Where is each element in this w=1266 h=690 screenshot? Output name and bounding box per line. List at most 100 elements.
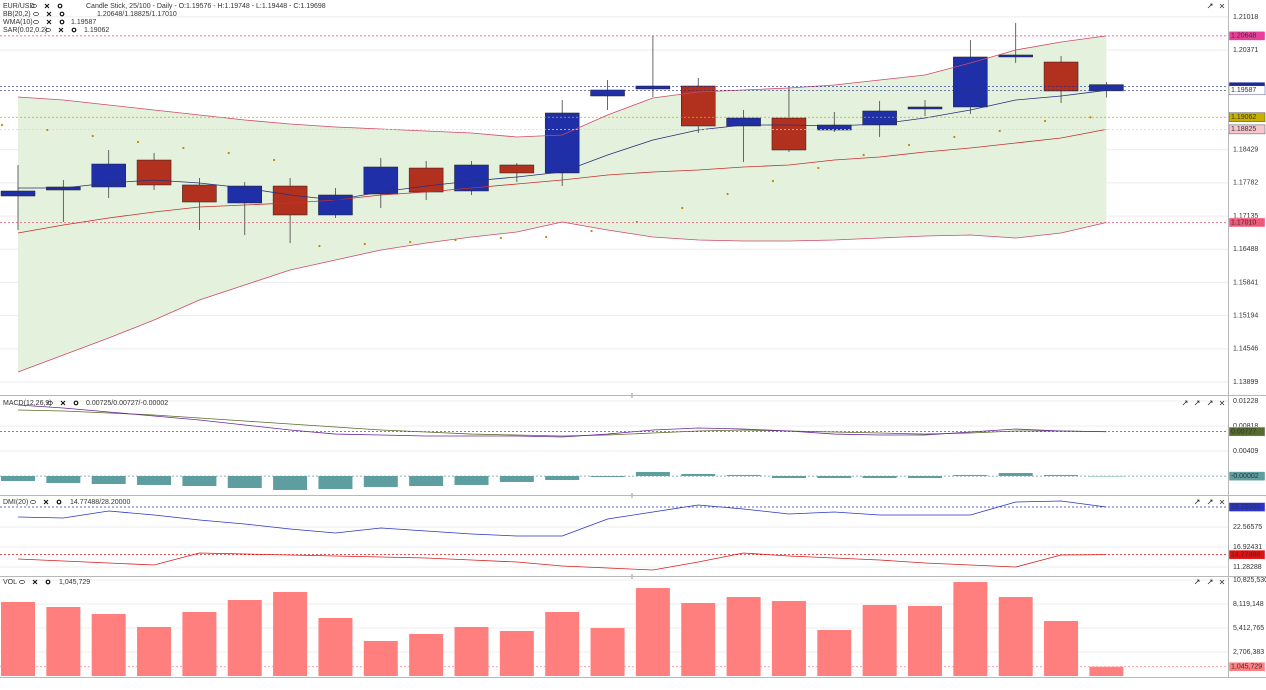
panel-control[interactable] bbox=[1207, 3, 1213, 9]
header-labels: EUR/USD Candle Stick, 25/100 - Daily - O… bbox=[3, 3, 326, 586]
candle-body bbox=[590, 89, 625, 97]
histogram-bar bbox=[1044, 475, 1079, 476]
candle-body bbox=[771, 117, 807, 151]
volume-bar bbox=[953, 582, 988, 676]
resize-handle[interactable] bbox=[631, 393, 633, 395]
histogram-bar bbox=[273, 475, 308, 490]
remove-icon[interactable] bbox=[58, 27, 64, 33]
volume-bar bbox=[182, 612, 217, 676]
price-tag-label: 1,045,729 bbox=[1231, 664, 1262, 671]
panel-control[interactable] bbox=[1207, 579, 1213, 585]
candle-body bbox=[363, 166, 399, 195]
price-tag-label: 14.77488 bbox=[1231, 551, 1260, 558]
histogram-bar bbox=[499, 475, 534, 482]
visibility-icon[interactable] bbox=[31, 4, 37, 8]
band-middle bbox=[17, 129, 1107, 234]
remove-icon[interactable] bbox=[46, 11, 52, 17]
volume-bar bbox=[681, 603, 716, 676]
dmi-line bbox=[17, 552, 1107, 571]
visibility-icon[interactable] bbox=[30, 500, 36, 504]
candle-body bbox=[817, 124, 852, 131]
settings-icon[interactable] bbox=[71, 27, 77, 33]
visibility-icon[interactable] bbox=[47, 401, 53, 405]
remove-icon[interactable] bbox=[46, 19, 52, 25]
panel-control[interactable] bbox=[1194, 579, 1200, 585]
volume-bar bbox=[908, 605, 942, 676]
settings-icon[interactable] bbox=[57, 3, 63, 9]
volume-bar bbox=[91, 614, 126, 676]
panel-control[interactable] bbox=[1207, 499, 1213, 505]
resize-handle[interactable] bbox=[631, 574, 633, 576]
panel-legend: 14.77488/28.20000 bbox=[70, 499, 130, 506]
volume-bar bbox=[499, 631, 534, 676]
resize-handle[interactable] bbox=[631, 493, 633, 495]
y-tick-label: 16.92431 bbox=[1233, 544, 1262, 551]
histogram-bar bbox=[590, 475, 625, 477]
candle-body bbox=[499, 164, 535, 174]
candle-body bbox=[136, 159, 172, 186]
volume-bar bbox=[862, 605, 897, 676]
resize-handle[interactable] bbox=[631, 496, 633, 498]
panel-control[interactable] bbox=[1219, 499, 1225, 505]
candle-body bbox=[0, 190, 36, 197]
panel-control[interactable] bbox=[1219, 400, 1225, 406]
visibility-icon[interactable] bbox=[33, 20, 39, 24]
resize-handle[interactable] bbox=[631, 577, 633, 579]
price-tag-label: 28.20000 bbox=[1231, 504, 1260, 511]
sar-dot bbox=[0, 123, 4, 127]
price-tag-label: 1.18825 bbox=[1231, 126, 1256, 133]
settings-icon[interactable] bbox=[45, 579, 51, 585]
price-tag-label: 1.20648 bbox=[1231, 33, 1256, 40]
histogram-bar bbox=[227, 475, 262, 489]
sar-dot bbox=[1089, 116, 1092, 119]
settings-icon[interactable] bbox=[59, 11, 65, 17]
panel-control[interactable] bbox=[1194, 400, 1200, 406]
dmi-line bbox=[17, 500, 1107, 537]
remove-icon[interactable] bbox=[32, 579, 38, 585]
remove-icon[interactable] bbox=[44, 3, 50, 9]
candle-body bbox=[953, 56, 988, 108]
remove-icon[interactable] bbox=[60, 400, 66, 406]
panel-control[interactable] bbox=[1207, 400, 1213, 406]
panel-control[interactable] bbox=[1219, 3, 1225, 9]
panel-control[interactable] bbox=[1219, 579, 1225, 585]
sar-dot bbox=[681, 206, 684, 210]
histogram-bar bbox=[771, 475, 806, 479]
y-tick-label: 0.00818 bbox=[1233, 423, 1258, 430]
sar-dot bbox=[862, 153, 865, 157]
visibility-icon[interactable] bbox=[33, 12, 39, 16]
resize-handle[interactable] bbox=[631, 396, 633, 398]
candle-body bbox=[544, 112, 580, 174]
band-lower bbox=[17, 221, 1107, 373]
sar-dot bbox=[454, 238, 457, 242]
candle-body bbox=[998, 54, 1033, 58]
sar-dot bbox=[363, 242, 366, 246]
candle-body bbox=[681, 85, 716, 127]
price-tag-label: 1.19587 bbox=[1231, 87, 1256, 94]
histogram-bar bbox=[908, 475, 942, 479]
settings-icon[interactable] bbox=[73, 400, 79, 406]
y-tick-label: 1.17782 bbox=[1233, 180, 1258, 187]
resize-handles[interactable] bbox=[631, 393, 633, 579]
panel-control[interactable] bbox=[1182, 400, 1188, 406]
volume-bar bbox=[1, 601, 35, 676]
visibility-icon[interactable] bbox=[45, 28, 51, 32]
sar-dot bbox=[953, 135, 956, 139]
sar-dot bbox=[318, 244, 321, 248]
candle-body bbox=[635, 85, 671, 90]
remove-icon[interactable] bbox=[43, 499, 49, 505]
histogram-bar bbox=[1089, 475, 1124, 477]
settings-icon[interactable] bbox=[56, 499, 62, 505]
sar-dot bbox=[499, 236, 502, 240]
candle-body bbox=[46, 186, 81, 191]
y-tick-label: 2,706,383 bbox=[1233, 649, 1264, 656]
panel-control[interactable] bbox=[1194, 499, 1200, 505]
price-tag-label: 0.00727 bbox=[1231, 428, 1256, 435]
visibility-icon[interactable] bbox=[19, 580, 25, 584]
y-tick-label: 1.14546 bbox=[1233, 346, 1258, 353]
settings-icon[interactable] bbox=[59, 19, 65, 25]
sar-dot bbox=[273, 158, 276, 162]
histogram-bar bbox=[46, 475, 81, 484]
volume-bar bbox=[1044, 621, 1079, 676]
panel-legend: 1,045,729 bbox=[59, 579, 90, 586]
